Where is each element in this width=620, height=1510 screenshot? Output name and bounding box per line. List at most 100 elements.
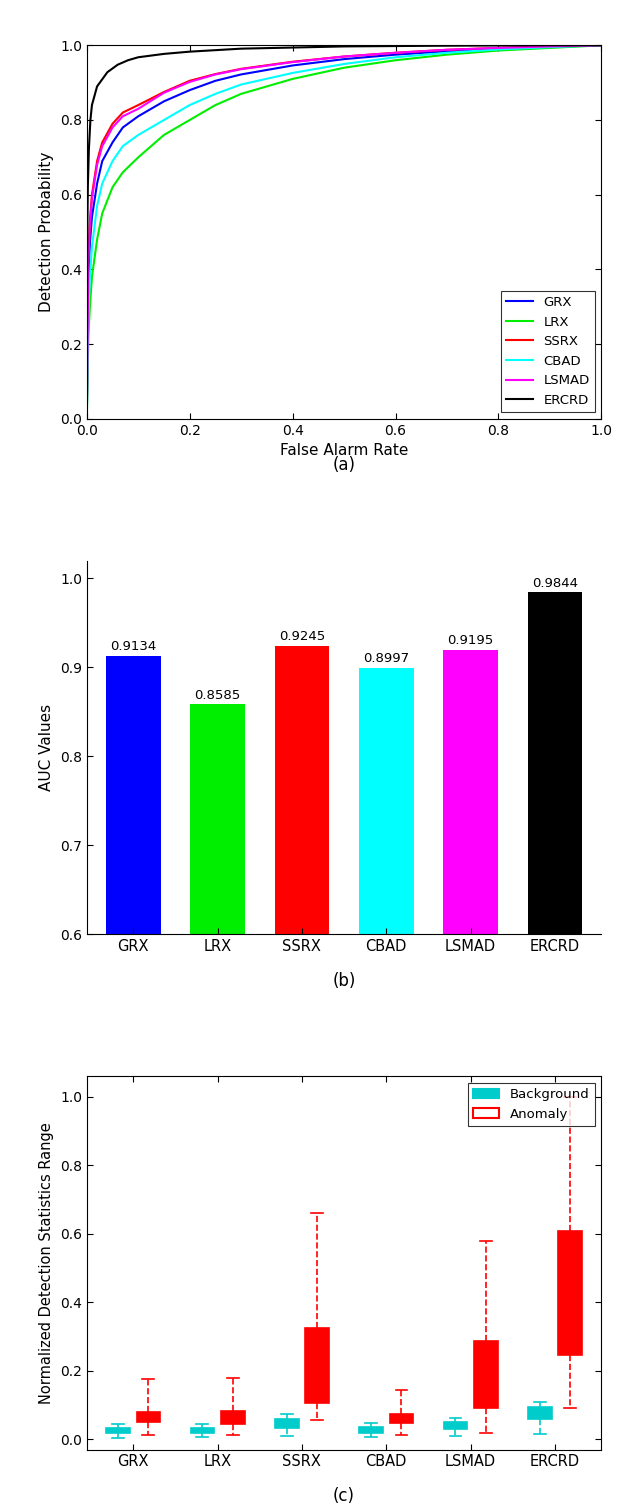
SSRX: [598, 36, 605, 54]
ERCRD: [160, 45, 167, 63]
ERCRD: [124, 51, 131, 69]
ERCRD: [135, 48, 142, 66]
GRX: [392, 45, 399, 63]
LRX: [211, 97, 219, 115]
LSMAD: [94, 156, 101, 174]
Line: GRX: GRX: [87, 45, 601, 418]
Bar: [359, 667, 414, 1468]
LSMAD: [86, 216, 94, 234]
CBAD: [443, 44, 451, 62]
ERCRD: [94, 77, 101, 95]
ERCRD: [85, 140, 92, 159]
GRX: [99, 153, 106, 171]
PathPatch shape: [359, 1427, 383, 1433]
GRX: [86, 234, 94, 252]
Text: 0.9195: 0.9195: [448, 634, 494, 648]
CBAD: [84, 305, 92, 323]
CBAD: [186, 97, 193, 115]
PathPatch shape: [474, 1341, 498, 1407]
PathPatch shape: [136, 1412, 160, 1422]
GRX: [237, 65, 245, 83]
PathPatch shape: [559, 1231, 582, 1356]
SSRX: [109, 115, 117, 133]
LSMAD: [598, 36, 605, 54]
SSRX: [119, 104, 126, 122]
ERCRD: [340, 38, 348, 56]
SSRX: [443, 41, 451, 59]
GRX: [109, 133, 117, 151]
SSRX: [135, 97, 142, 115]
LSMAD: [83, 409, 91, 427]
Bar: [443, 651, 498, 1468]
LSMAD: [88, 189, 95, 207]
LRX: [84, 328, 92, 346]
Bar: [275, 646, 329, 1468]
SSRX: [99, 133, 106, 151]
CBAD: [94, 196, 101, 214]
Bar: [106, 655, 161, 1468]
LSMAD: [443, 41, 451, 59]
Bar: [190, 704, 245, 1468]
CBAD: [109, 153, 117, 171]
LSMAD: [392, 44, 399, 62]
LSMAD: [109, 118, 117, 136]
PathPatch shape: [389, 1413, 414, 1422]
Legend: GRX, LRX, SSRX, CBAD, LSMAD, ERCRD: GRX, LRX, SSRX, CBAD, LSMAD, ERCRD: [501, 290, 595, 412]
LSMAD: [340, 47, 348, 65]
Line: ERCRD: ERCRD: [87, 45, 601, 418]
LSMAD: [84, 252, 92, 270]
SSRX: [83, 409, 91, 427]
ERCRD: [84, 223, 91, 242]
Text: 0.9245: 0.9245: [279, 630, 325, 643]
SSRX: [546, 38, 554, 56]
Legend: Background, Anomaly: Background, Anomaly: [467, 1083, 595, 1126]
LRX: [443, 45, 451, 63]
GRX: [546, 38, 554, 56]
ERCRD: [443, 36, 451, 54]
ERCRD: [114, 56, 122, 74]
PathPatch shape: [305, 1327, 329, 1403]
Text: (b): (b): [332, 971, 356, 989]
LRX: [546, 39, 554, 57]
LSMAD: [160, 83, 167, 101]
GRX: [135, 107, 142, 125]
PathPatch shape: [528, 1407, 552, 1419]
SSRX: [211, 65, 219, 83]
ERCRD: [598, 36, 605, 54]
Line: SSRX: SSRX: [87, 45, 601, 418]
GRX: [340, 50, 348, 68]
GRX: [289, 56, 296, 74]
Y-axis label: AUC Values: AUC Values: [40, 704, 55, 791]
CBAD: [495, 41, 502, 59]
LRX: [88, 267, 95, 285]
LRX: [135, 148, 142, 166]
X-axis label: False Alarm Rate: False Alarm Rate: [280, 444, 409, 458]
LRX: [94, 231, 101, 249]
GRX: [211, 71, 219, 89]
SSRX: [84, 249, 92, 267]
LRX: [109, 178, 117, 196]
CBAD: [289, 63, 296, 82]
GRX: [443, 42, 451, 60]
SSRX: [495, 39, 502, 57]
CBAD: [88, 239, 95, 257]
CBAD: [160, 110, 167, 128]
Text: (c): (c): [333, 1487, 355, 1505]
LRX: [289, 69, 296, 88]
SSRX: [237, 60, 245, 79]
ERCRD: [83, 409, 91, 427]
LRX: [392, 51, 399, 69]
LRX: [495, 41, 502, 59]
Y-axis label: Normalized Detection Statistics Range: Normalized Detection Statistics Range: [40, 1122, 55, 1404]
PathPatch shape: [221, 1412, 244, 1424]
SSRX: [94, 153, 101, 171]
Text: 0.8585: 0.8585: [195, 689, 241, 702]
ERCRD: [87, 110, 94, 128]
LRX: [83, 409, 91, 427]
LSMAD: [186, 72, 193, 91]
GRX: [160, 92, 167, 110]
ERCRD: [289, 38, 296, 56]
LSMAD: [546, 38, 554, 56]
ERCRD: [104, 63, 111, 82]
PathPatch shape: [275, 1419, 299, 1428]
